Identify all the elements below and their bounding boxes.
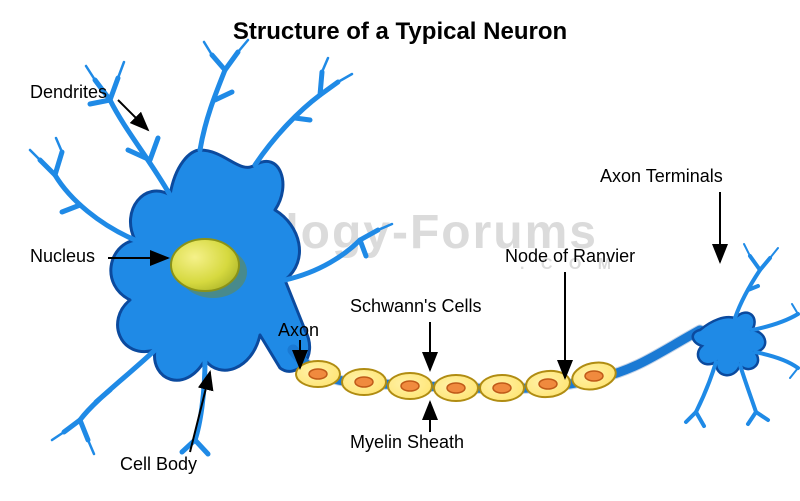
label-cell-body: Cell Body	[120, 454, 197, 475]
label-dendrites: Dendrites	[30, 82, 107, 103]
label-axon-terminals: Axon Terminals	[600, 166, 723, 187]
label-nucleus: Nucleus	[30, 246, 95, 267]
neuron-svg	[0, 0, 800, 501]
diagram-stage: Structure of a Typical Neuron Biology-Fo…	[0, 0, 800, 501]
axon-terminals-shape	[693, 313, 765, 376]
label-schwann: Schwann's Cells	[350, 296, 482, 317]
label-myelin: Myelin Sheath	[350, 432, 464, 453]
myelin-group	[296, 359, 618, 401]
label-axon: Axon	[278, 320, 319, 341]
label-node-ranvier: Node of Ranvier	[505, 246, 635, 267]
